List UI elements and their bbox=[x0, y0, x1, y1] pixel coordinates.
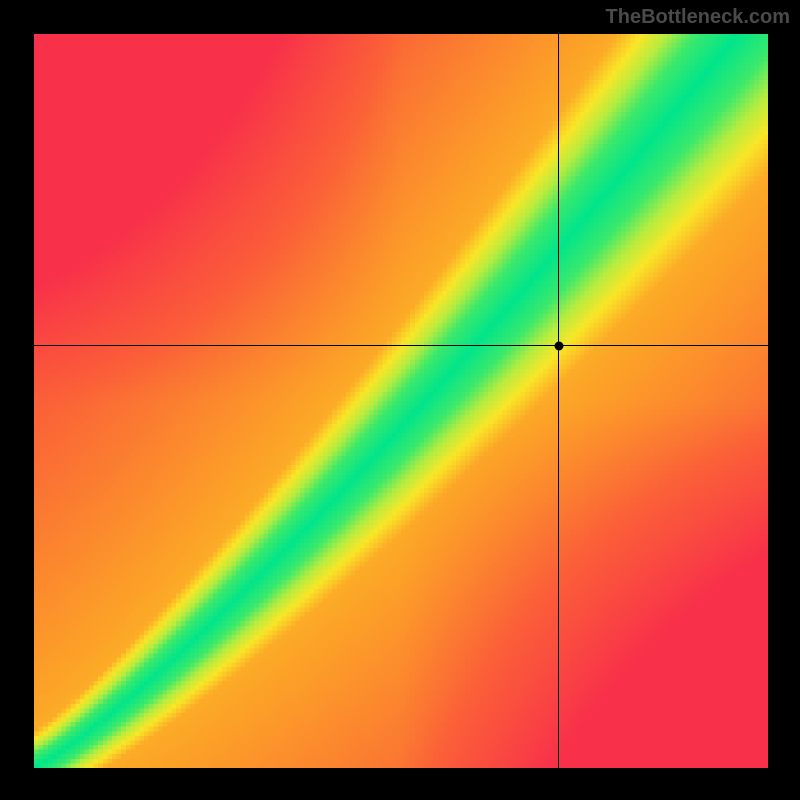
heatmap-canvas bbox=[34, 34, 768, 768]
watermark-text: TheBottleneck.com bbox=[606, 6, 790, 29]
crosshair-vertical bbox=[558, 34, 559, 768]
heatmap-plot-area bbox=[34, 34, 768, 768]
chart-container: TheBottleneck.com bbox=[0, 0, 800, 800]
crosshair-marker-dot bbox=[554, 341, 563, 350]
crosshair-horizontal bbox=[34, 345, 768, 346]
